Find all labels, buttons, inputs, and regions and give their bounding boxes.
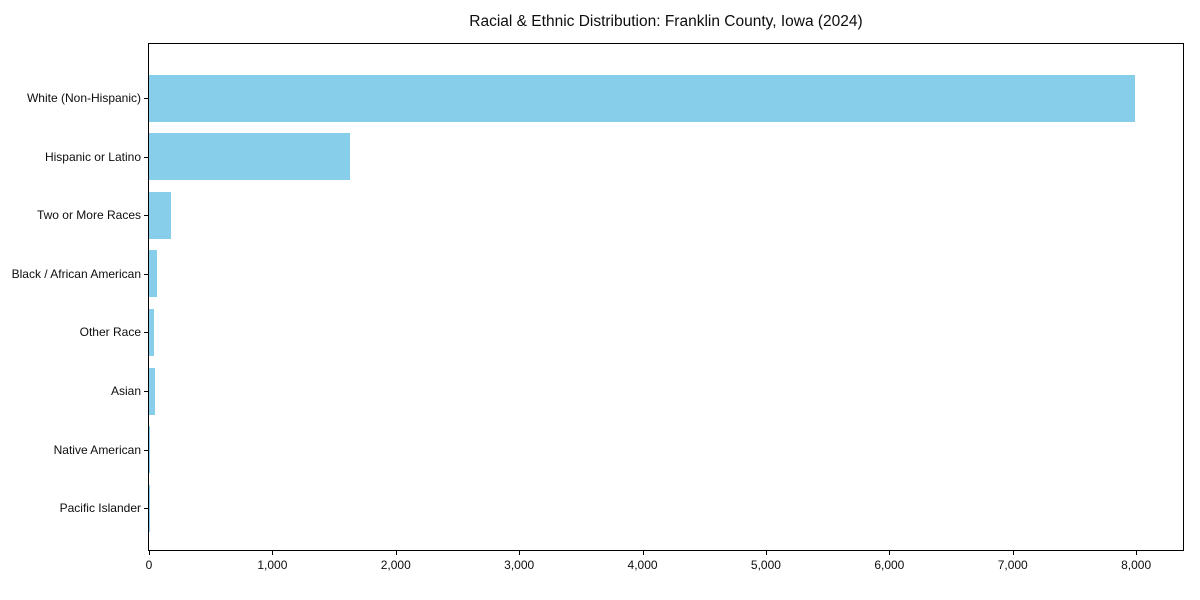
y-tick-mark <box>144 391 148 392</box>
x-tick-mark <box>395 551 397 555</box>
y-tick-mark <box>144 449 148 451</box>
x-tick-label: 3,000 <box>504 558 535 572</box>
x-tick-label: 1,000 <box>257 558 288 572</box>
x-tick-mark <box>272 551 274 555</box>
x-tick-label: 8,000 <box>1121 558 1152 572</box>
y-axis-label: White (Non-Hispanic) <box>26 91 141 105</box>
x-tick-mark <box>1136 551 1138 555</box>
y-axis-label: Two or More Races <box>36 208 141 223</box>
bar-two-or-more-races <box>149 191 172 239</box>
x-tick-mark <box>889 551 891 555</box>
y-axis-label: Native American <box>53 442 141 457</box>
bar-hispanic-or-latino <box>149 133 351 181</box>
y-tick-mark <box>144 98 148 99</box>
y-tick-mark <box>144 332 148 334</box>
y-axis-label: Hispanic or Latino <box>44 149 141 164</box>
x-tick-mark <box>149 551 150 555</box>
y-axis-label: Other Race <box>79 325 141 340</box>
bar-native-american <box>149 426 151 474</box>
y-axis-label: Black / African American <box>11 266 141 281</box>
x-tick-mark <box>765 551 767 555</box>
bar-pacific-islander <box>149 484 150 532</box>
x-tick-mark <box>519 551 521 555</box>
x-tick-label: 0 <box>145 558 153 572</box>
y-tick-mark <box>144 273 148 275</box>
y-axis-label: Asian <box>110 384 141 398</box>
y-tick-mark <box>144 156 148 158</box>
y-axis-labels: White (Non-Hispanic) Hispanic or Latino Tw… <box>0 43 141 551</box>
chart-title: Racial & Ethnic Distribution: Franklin C… <box>469 13 863 30</box>
y-tick-mark <box>144 215 148 217</box>
bar-other-race <box>149 308 154 356</box>
y-axis-label: Pacific Islander <box>59 501 141 516</box>
x-tick-label: 4,000 <box>627 558 658 572</box>
x-tick-label: 7,000 <box>997 558 1028 572</box>
bar-white-non-hispanic- <box>149 74 1135 122</box>
x-tick-mark <box>642 551 644 555</box>
x-tick-label: 6,000 <box>874 558 905 572</box>
x-tick-label: 2,000 <box>380 558 411 572</box>
x-tick-mark <box>1012 551 1014 555</box>
x-tick-label: 5,000 <box>750 558 781 572</box>
bar-asian <box>149 367 155 415</box>
y-tick-mark <box>144 508 148 510</box>
plot-area <box>148 43 1184 551</box>
bar-black-african-american <box>149 250 158 298</box>
